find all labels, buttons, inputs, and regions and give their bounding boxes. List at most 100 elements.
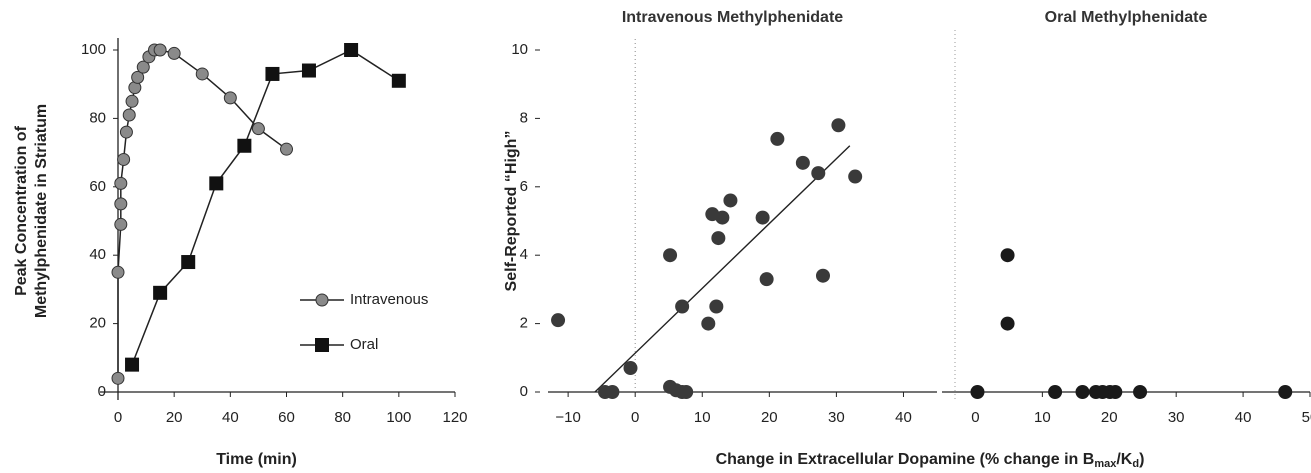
data-point	[195, 67, 209, 81]
series-line	[131, 49, 400, 365]
x-tick-label: 20	[1101, 409, 1118, 426]
y-tick-label: 80	[89, 109, 106, 126]
data-point	[181, 255, 196, 270]
x-tick-label: 100	[386, 409, 411, 426]
data-point	[811, 166, 826, 181]
data-point	[675, 299, 690, 314]
data-point	[265, 66, 280, 81]
data-point	[663, 248, 678, 263]
x-tick-label: 0	[971, 409, 979, 426]
y-tick-label: 40	[89, 246, 106, 263]
data-point	[551, 313, 566, 328]
x-tick-label: 40	[1235, 409, 1252, 426]
data-point	[605, 385, 620, 399]
label-part: d	[1132, 458, 1139, 470]
data-point	[114, 197, 128, 211]
data-point	[679, 385, 694, 399]
data-point	[280, 142, 293, 156]
legend-label: Intravenous	[350, 291, 428, 308]
y-tick-label: 6	[520, 178, 528, 195]
data-point	[119, 125, 133, 139]
data-point	[1133, 385, 1148, 399]
data-point	[848, 169, 863, 184]
x-tick-label: 120	[442, 409, 467, 426]
data-point	[1000, 248, 1015, 263]
data-point	[709, 299, 724, 314]
data-point	[136, 60, 150, 74]
data-point	[153, 285, 168, 300]
y-tick-label: 2	[520, 315, 528, 332]
trend-line	[594, 145, 851, 393]
data-point	[301, 63, 316, 78]
data-point	[114, 176, 128, 190]
data-point	[755, 210, 770, 225]
y-tick-label: 10	[511, 41, 528, 58]
legend-marker	[315, 293, 329, 307]
data-point	[701, 316, 716, 331]
data-point	[623, 361, 638, 376]
data-point	[167, 46, 181, 60]
label-part: max	[1094, 458, 1117, 470]
x-tick-label: 40	[895, 409, 912, 426]
x-tick-label: 80	[334, 409, 351, 426]
x-tick-label: 10	[1034, 409, 1051, 426]
data-point	[237, 138, 252, 153]
y-tick-label: 100	[81, 41, 106, 58]
data-point	[251, 122, 265, 136]
x-tick-label: 0	[631, 409, 639, 426]
data-point	[831, 118, 846, 133]
legend-marker	[315, 338, 329, 352]
data-point	[131, 70, 145, 84]
label-part: /K	[1116, 451, 1132, 468]
y-tick-label: 60	[89, 178, 106, 195]
data-point	[1108, 385, 1123, 399]
data-point	[1048, 385, 1063, 399]
data-point	[122, 108, 136, 122]
panel-title: Oral Methylphenidate	[1045, 9, 1208, 26]
y-axis-label: Peak Concentration of	[13, 125, 30, 295]
data-point	[970, 385, 985, 399]
data-point	[1278, 385, 1293, 399]
data-point	[223, 91, 237, 105]
data-point	[344, 43, 359, 57]
data-point	[114, 217, 128, 231]
data-point	[715, 210, 730, 225]
data-point	[1075, 385, 1090, 399]
data-point	[1000, 316, 1015, 331]
x-tick-label: 40	[222, 409, 239, 426]
y-axis-label: Self-Reported “High”	[503, 131, 520, 292]
x-tick-label: 0	[114, 409, 122, 426]
data-point	[117, 152, 131, 166]
data-point	[125, 94, 139, 108]
data-point	[815, 268, 830, 283]
x-tick-label: 20	[761, 409, 778, 426]
x-tick-label: 20	[166, 409, 183, 426]
y-tick-label: 20	[89, 315, 106, 332]
series-line	[117, 49, 287, 379]
data-point	[111, 265, 125, 279]
data-point	[153, 43, 167, 57]
y-tick-label: 8	[520, 109, 528, 126]
y-tick-label: 4	[520, 246, 528, 263]
x-tick-label: −10	[555, 409, 580, 426]
data-point	[111, 371, 125, 385]
label-part: Change in Extracellular Dopamine (% chan…	[716, 451, 1095, 468]
x-tick-label: 50	[1302, 409, 1311, 426]
data-point	[125, 357, 140, 372]
label-part: )	[1139, 451, 1144, 468]
x-tick-label: 30	[828, 409, 845, 426]
y-tick-label: 0	[98, 383, 106, 400]
data-point	[391, 73, 406, 88]
data-point	[711, 231, 726, 246]
panel-title: Intravenous Methylphenidate	[622, 9, 843, 26]
y-tick-label: 0	[520, 383, 528, 400]
data-point	[759, 272, 774, 287]
x-tick-label: 30	[1168, 409, 1185, 426]
data-point	[209, 176, 224, 191]
shared-x-label: Change in Extracellular Dopamine (% chan…	[716, 451, 1145, 470]
legend-label: Oral	[350, 336, 378, 353]
data-point	[795, 155, 810, 170]
x-tick-label: 10	[694, 409, 711, 426]
data-point	[723, 193, 738, 208]
